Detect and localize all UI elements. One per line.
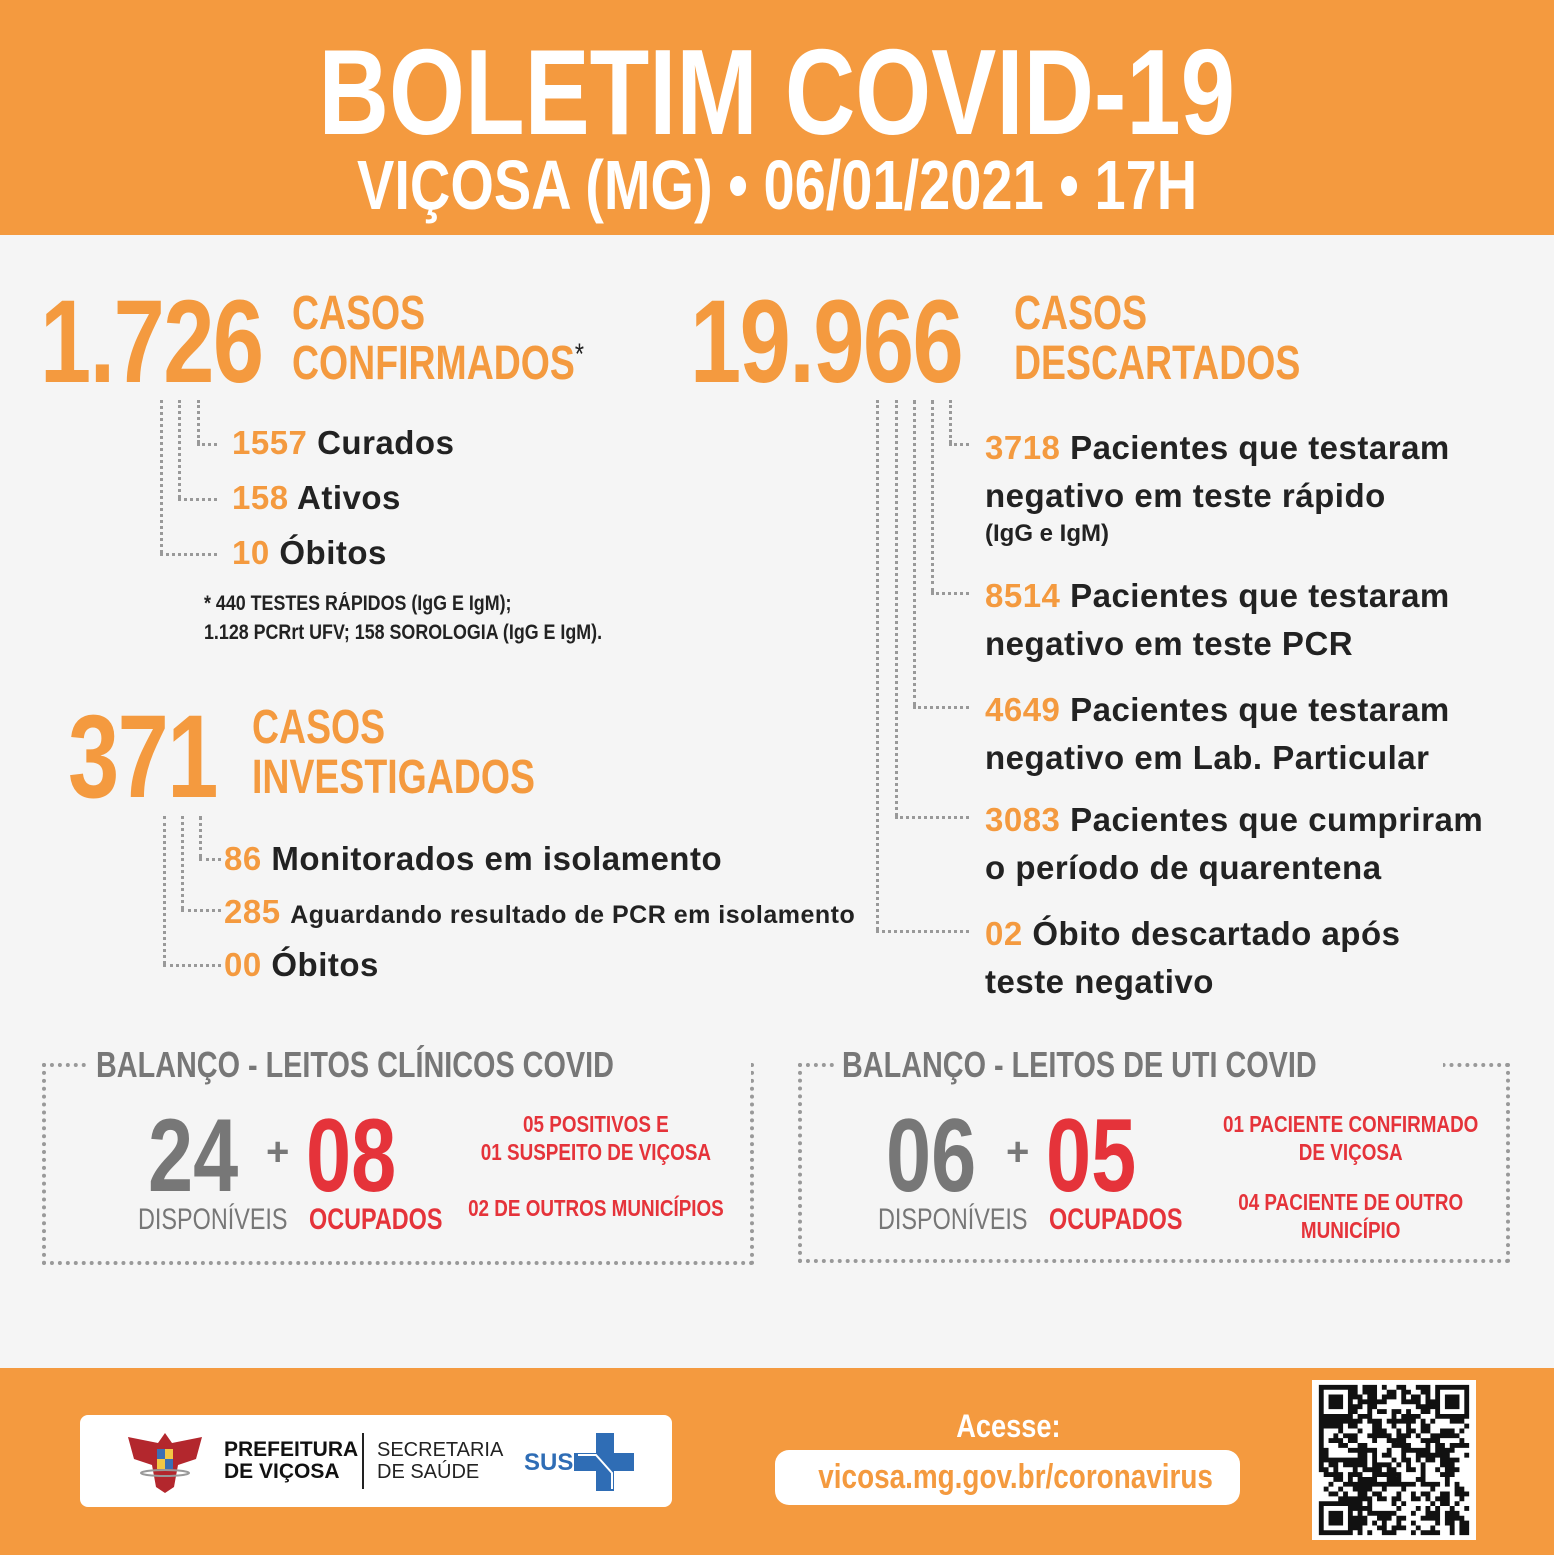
investigated-label-2: INVESTIGADOS	[252, 751, 535, 804]
footer: PREFEITURA DE VIÇOSA SECRETARIA DE SAÚDE S…	[0, 1368, 1554, 1555]
prefeitura-label: PREFEITURA DE VIÇOSA	[224, 1438, 359, 1483]
qr-pattern	[1318, 1384, 1470, 1536]
investigated-number: 371	[68, 691, 218, 823]
occupied-label: OCUPADOS	[309, 1203, 443, 1236]
sus-cross-logo	[574, 1433, 634, 1491]
clinical-beds-title: BALANÇO - LEITOS CLÍNICOS COVID	[88, 1044, 752, 1086]
coat-of-arms-logo	[128, 1433, 202, 1493]
confirmed-label-2: CONFIRMADOS*	[292, 337, 584, 390]
plus-sign: +	[1006, 1130, 1030, 1174]
discarded-number: 19.966	[690, 276, 964, 408]
list-item: 8514 Pacientes que testaram negativo em …	[985, 577, 1450, 662]
list-item: 285 Aguardando resultado de PCR em isola…	[224, 893, 856, 930]
website-link[interactable]: vicosa.mg.gov.br/coronavirus	[775, 1450, 1240, 1505]
list-item: 1557 Curados	[232, 424, 455, 461]
discarded-label-2: DESCARTADOS	[1014, 337, 1301, 390]
sus-label: SUS	[524, 1449, 574, 1476]
list-item: 3083 Pacientes que cumpriram o período d…	[985, 801, 1484, 886]
investigated-label-1: CASOS	[252, 701, 386, 754]
list-item: 02 Óbito descartado após teste negativo	[985, 915, 1401, 1000]
page-title: BOLETIM COVID-19	[318, 24, 1236, 160]
subtitle: VIÇOSA (MG) • 06/01/2021 • 17H	[356, 146, 1198, 224]
logos-panel: PREFEITURA DE VIÇOSA SECRETARIA DE SAÚDE S…	[80, 1415, 672, 1507]
confirmed-number: 1.726	[40, 276, 264, 408]
list-item: 3718 Pacientes que testaram negativo em …	[985, 429, 1450, 514]
list-item: 86 Monitorados em isolamento	[224, 840, 723, 877]
list-item: 4649 Pacientes que testaram negativo em …	[985, 691, 1450, 776]
confirmed-label-1: CASOS	[292, 287, 426, 340]
date: 06/01/2021	[763, 146, 1044, 224]
footnote-1: * 440 TESTES RÁPIDOS (IgG E IgM);	[204, 592, 512, 615]
list-item: 158 Ativos	[232, 479, 401, 516]
secretaria-label: SECRETARIA DE SAÚDE	[377, 1439, 504, 1483]
access-label: Acesse:	[955, 1408, 1061, 1444]
occupied-label: OCUPADOS	[1049, 1203, 1183, 1236]
clinical-note: 05 POSITIVOS E 01 SUSPEITO DE VIÇOSA 02 DE…	[468, 1111, 724, 1221]
list-item-note: (IgG e IgM)	[985, 520, 1109, 547]
qr-code[interactable]	[1312, 1380, 1476, 1540]
list-item: 00 Óbitos	[224, 946, 379, 983]
city: VIÇOSA (MG)	[356, 146, 713, 224]
plus-sign: +	[266, 1130, 290, 1174]
clinical-available: 24	[148, 1098, 239, 1214]
icu-occupied: 05	[1046, 1098, 1137, 1214]
list-item: 10 Óbitos	[232, 534, 387, 571]
header: BOLETIM COVID-19 VIÇOSA (MG) • 06/01/202…	[0, 0, 1554, 235]
icu-available: 06	[886, 1098, 977, 1214]
icu-beds-title: BALANÇO - LEITOS DE UTI COVID	[834, 1044, 1444, 1086]
footnote-2: 1.128 PCRrt UFV; 158 SOROLOGIA (IgG E Ig…	[204, 621, 603, 644]
time: 17H	[1094, 146, 1198, 224]
clinical-occupied: 08	[306, 1098, 397, 1214]
available-label: DISPONÍVEIS	[138, 1203, 288, 1236]
asterisk: *	[574, 338, 584, 371]
available-label: DISPONÍVEIS	[878, 1203, 1028, 1236]
discarded-label-1: CASOS	[1014, 287, 1148, 340]
icu-note: 01 PACIENTE CONFIRMADO DE VIÇOSA 04 PACIEN…	[1223, 1111, 1479, 1243]
